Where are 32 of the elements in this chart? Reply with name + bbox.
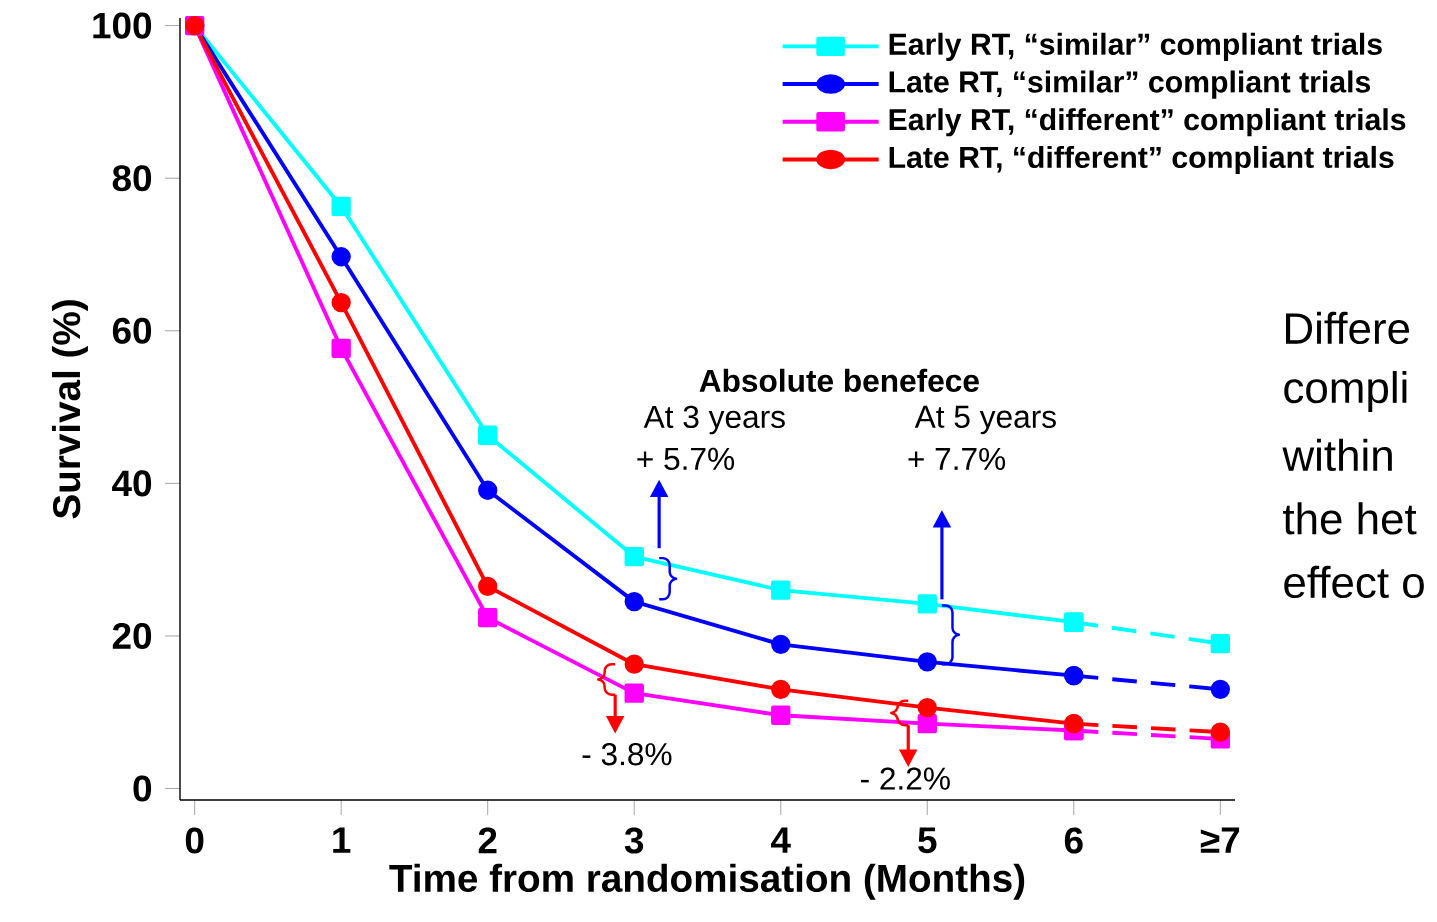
- text: Differe: [1286, 311, 1410, 345]
- y-axis-title: Survival (%): [51, 300, 88, 519]
- y-tick-label: 40: [112, 470, 152, 497]
- x-tick-label: 0: [185, 827, 204, 854]
- y-tick-label: 60: [112, 317, 152, 344]
- annotation: - 3.8%: [582, 743, 672, 766]
- y-tick-label: 80: [112, 165, 152, 192]
- x-tick-label: 2: [478, 827, 497, 854]
- annotation: Absolute benefece: [699, 368, 979, 393]
- text: within: [1282, 438, 1392, 472]
- x-tick-label: 6: [1064, 827, 1083, 854]
- annotation: - 2.2%: [861, 767, 950, 790]
- annotation: + 7.7%: [908, 447, 1006, 470]
- annotation: + 5.7%: [637, 447, 735, 471]
- text: compli: [1284, 370, 1407, 412]
- text: the het: [1283, 502, 1417, 535]
- legend-label: Early RT, “different” compliant trials: [889, 108, 1406, 137]
- x-tick-label: 4: [771, 827, 791, 853]
- annotation: At 5 years: [914, 405, 1056, 435]
- x-axis-title: Time from randomisation (Months): [389, 863, 1025, 900]
- annotation: At 3 years: [643, 405, 785, 435]
- y-tick-label: 100: [93, 12, 152, 39]
- x-tick-label: 5: [918, 827, 937, 854]
- legend-label: Late RT, “different” compliant trials: [889, 145, 1394, 175]
- x-tick-label: 3: [624, 827, 644, 854]
- y-tick-label: 0: [133, 775, 152, 802]
- legend-label: Early RT, “similar” compliant trials: [889, 32, 1382, 61]
- x-tick-label: 1: [333, 827, 351, 853]
- y-tick-label: 20: [112, 622, 152, 650]
- text: effect o: [1284, 565, 1424, 599]
- x-tick-label: ≥7: [1200, 827, 1240, 853]
- legend-label: Late RT, “similar” compliant trials: [889, 70, 1371, 99]
